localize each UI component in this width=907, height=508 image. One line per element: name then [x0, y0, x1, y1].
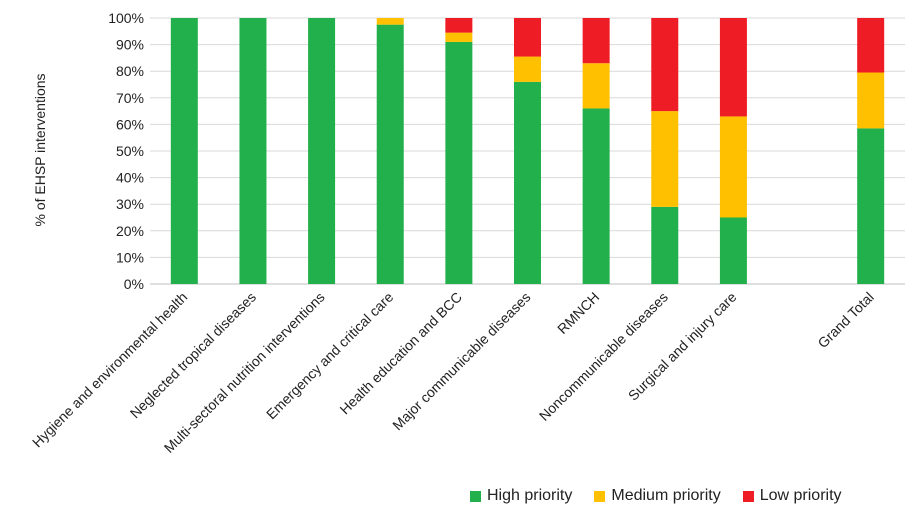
y-tick-label: 80%	[116, 63, 144, 79]
bar-segment	[719, 217, 747, 284]
bar-segment	[582, 18, 610, 64]
bar-segment	[170, 18, 198, 284]
legend-label: Low priority	[759, 487, 842, 504]
bar-segment	[445, 41, 473, 284]
bar-segment	[857, 72, 885, 129]
bar-segment	[651, 206, 679, 284]
category-labels: Hygiene and environmental healthNeglecte…	[29, 289, 877, 456]
bar-segment	[514, 81, 541, 284]
bar-segment	[445, 32, 473, 42]
legend-label: Medium priority	[611, 487, 721, 504]
category-label: Emergency and critical care	[263, 289, 397, 423]
bar-segment	[857, 18, 885, 73]
bar-segment	[239, 18, 267, 284]
legend-item: Low priority	[742, 487, 842, 505]
y-tick-labels: 0% 10% 20% 30% 40% 50% 60% 70% 80% 90% 100%	[108, 10, 144, 292]
y-tick-label: 90%	[116, 37, 144, 53]
bar-segment	[719, 18, 747, 117]
category-label: Major communicable diseases	[389, 289, 533, 433]
legend-item: Medium priority	[594, 487, 721, 505]
y-tick-label: 30%	[116, 196, 144, 212]
bars	[170, 18, 885, 285]
y-tick-label: 100%	[108, 10, 144, 26]
bar-segment	[445, 18, 473, 33]
bar-segment	[376, 18, 404, 25]
bar-segment	[719, 116, 747, 218]
bar-segment	[857, 128, 885, 284]
bar-segment	[514, 18, 541, 57]
y-tick-label: 50%	[116, 143, 144, 159]
category-label: RMNCH	[554, 289, 602, 337]
legend-swatch	[470, 490, 481, 502]
y-tick-label: 60%	[116, 116, 144, 132]
y-tick-label: 70%	[116, 90, 144, 106]
legend-swatch	[594, 490, 606, 502]
y-tick-label: 0%	[124, 276, 144, 292]
legend-item: High priority	[470, 487, 572, 505]
category-label: Neglected tropical diseases	[127, 289, 259, 421]
legend-label: High priority	[487, 487, 573, 504]
legend-swatch	[742, 490, 754, 502]
bar-segment	[651, 111, 679, 207]
y-tick-label: 20%	[116, 223, 144, 239]
y-axis-label: % of EHSP interventions	[32, 73, 48, 226]
bar-segment	[514, 56, 541, 82]
bar-segment	[582, 63, 610, 109]
category-label: Grand Total	[814, 289, 876, 351]
y-tick-label: 10%	[116, 249, 144, 265]
category-label: Noncommunicable diseases	[536, 289, 671, 424]
y-tick-label: 40%	[116, 170, 144, 186]
category-label: Health education and BCC	[336, 289, 465, 418]
bar-segment	[582, 108, 610, 284]
legend: High priority Medium priority Low priority	[470, 487, 842, 505]
bar-segment	[308, 18, 336, 284]
bar-segment	[376, 24, 404, 285]
bar-segment	[651, 18, 679, 112]
